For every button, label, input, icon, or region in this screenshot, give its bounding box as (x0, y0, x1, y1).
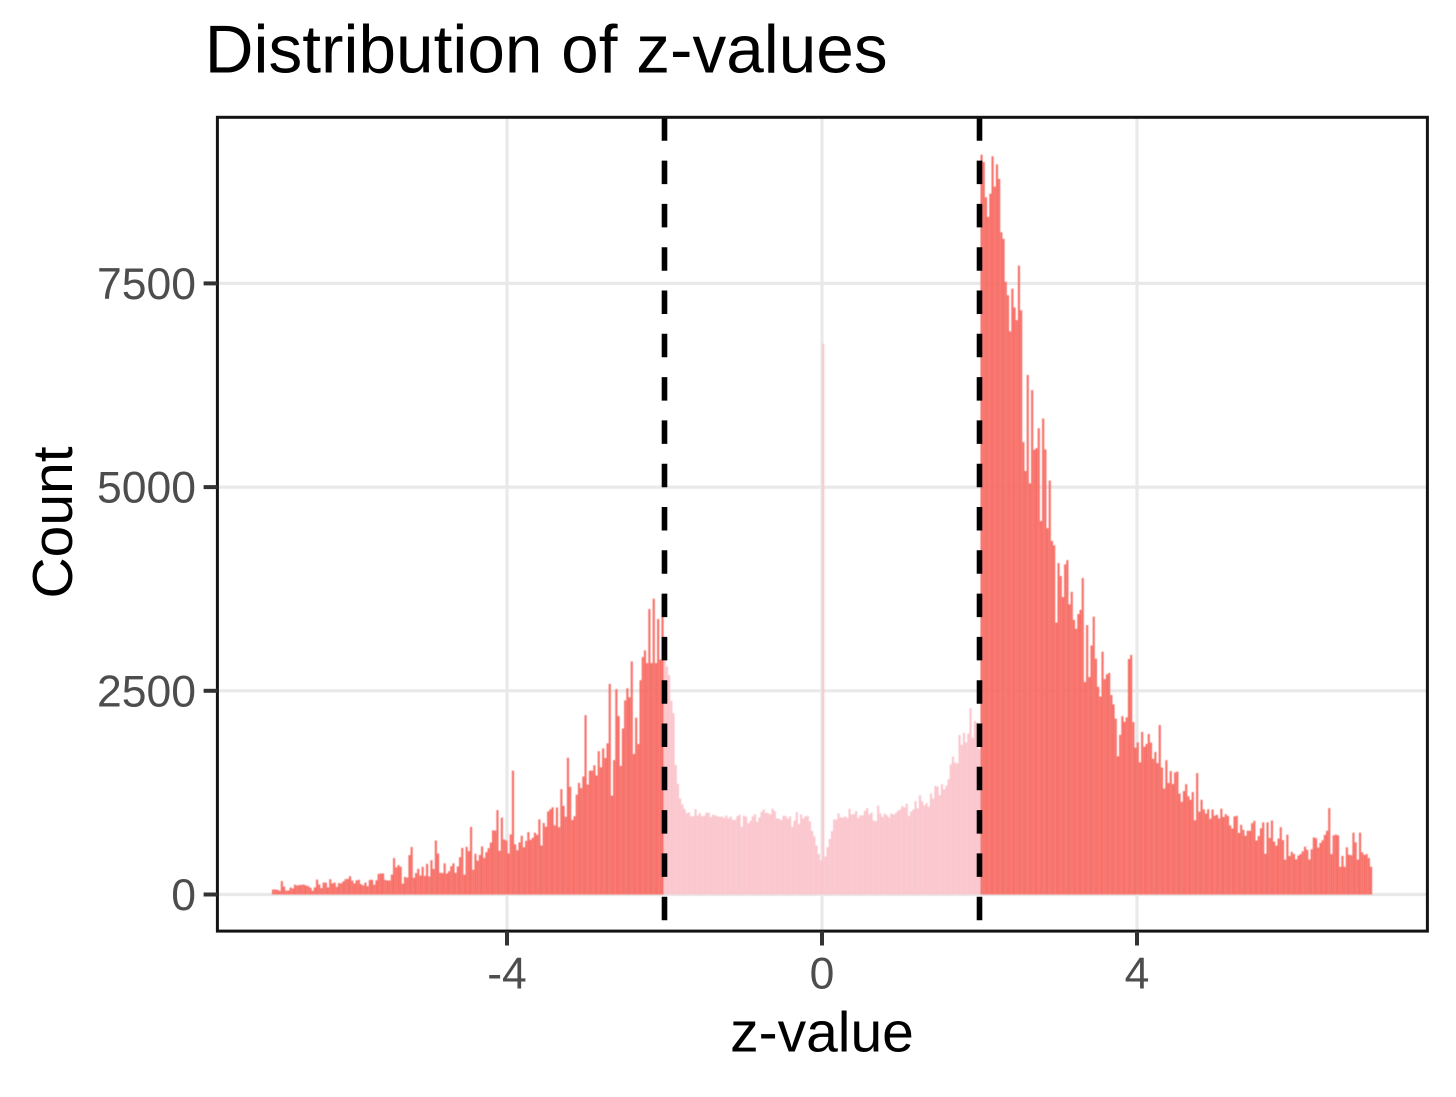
svg-text:-4: -4 (487, 949, 527, 998)
svg-text:z-value: z-value (730, 1001, 914, 1065)
svg-text:0: 0 (810, 949, 835, 998)
svg-text:2500: 2500 (97, 667, 196, 716)
svg-text:Distribution of z-values: Distribution of z-values (205, 12, 888, 87)
svg-text:5000: 5000 (97, 464, 196, 513)
svg-text:4: 4 (1125, 949, 1150, 998)
svg-text:7500: 7500 (97, 260, 196, 309)
svg-text:Count: Count (21, 446, 85, 598)
svg-text:0: 0 (171, 871, 196, 920)
